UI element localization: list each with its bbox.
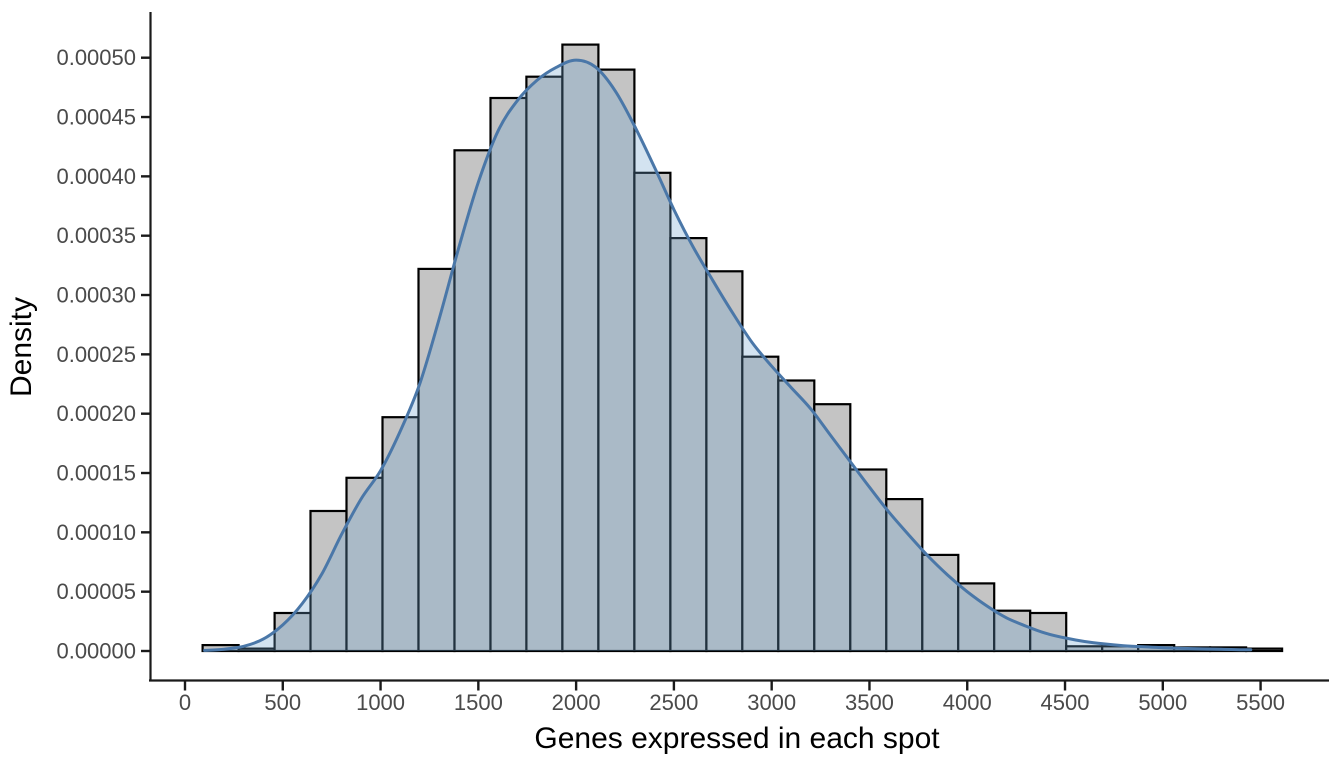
y-tick-label: 0.00025 bbox=[56, 342, 136, 367]
histogram-bar bbox=[489, 96, 528, 653]
y-tick-label: 0.00005 bbox=[56, 579, 136, 604]
x-tick-label: 5500 bbox=[1236, 690, 1285, 715]
y-tick-label: 0.00050 bbox=[56, 45, 136, 70]
x-tick-label: 5000 bbox=[1138, 690, 1187, 715]
y-tick-label: 0.00040 bbox=[56, 164, 136, 189]
histogram-bar bbox=[957, 582, 996, 653]
density-curve bbox=[203, 58, 1253, 652]
histogram-bar bbox=[453, 149, 492, 653]
density-area bbox=[204, 60, 1251, 652]
y-tick-label: 0.00010 bbox=[56, 520, 136, 545]
histogram-bar bbox=[885, 498, 924, 653]
x-axis-title: Genes expressed in each spot bbox=[534, 722, 940, 755]
y-axis-title: Density bbox=[5, 297, 38, 397]
x-tick-label: 500 bbox=[264, 690, 301, 715]
y-tick-label: 0.00045 bbox=[56, 105, 136, 130]
x-tick-label: 4500 bbox=[1041, 690, 1090, 715]
y-tick-label: 0.00000 bbox=[56, 639, 136, 664]
histogram-bar bbox=[813, 403, 852, 653]
x-tick-label: 3000 bbox=[747, 690, 796, 715]
x-tick-label: 4000 bbox=[943, 690, 992, 715]
y-tick-label: 0.00030 bbox=[56, 283, 136, 308]
histogram-bar bbox=[561, 43, 600, 653]
histogram-bar bbox=[777, 379, 816, 653]
x-tick-label: 1000 bbox=[356, 690, 405, 715]
histogram-bar bbox=[921, 553, 960, 653]
histogram-bar bbox=[273, 611, 312, 653]
y-tick-label: 0.00015 bbox=[56, 461, 136, 486]
x-tick-label: 2500 bbox=[649, 690, 698, 715]
x-tick-label: 1500 bbox=[454, 690, 503, 715]
x-tick-label: 0 bbox=[179, 690, 191, 715]
plot-area: 0 500 1000 1500 2000 2500 3000 3500 4000 4500 5000… bbox=[56, 12, 1329, 715]
x-tick-label: 3500 bbox=[845, 690, 894, 715]
histogram-bar bbox=[633, 171, 672, 653]
x-tick-label: 2000 bbox=[552, 690, 601, 715]
histogram-bar bbox=[705, 270, 744, 653]
histogram-bar bbox=[525, 75, 564, 653]
y-tick-label: 0.00035 bbox=[56, 223, 136, 248]
histogram-bar bbox=[345, 476, 384, 653]
histogram-bar bbox=[669, 237, 708, 653]
histogram-bar bbox=[1029, 611, 1068, 653]
y-tick-label: 0.00020 bbox=[56, 401, 136, 426]
